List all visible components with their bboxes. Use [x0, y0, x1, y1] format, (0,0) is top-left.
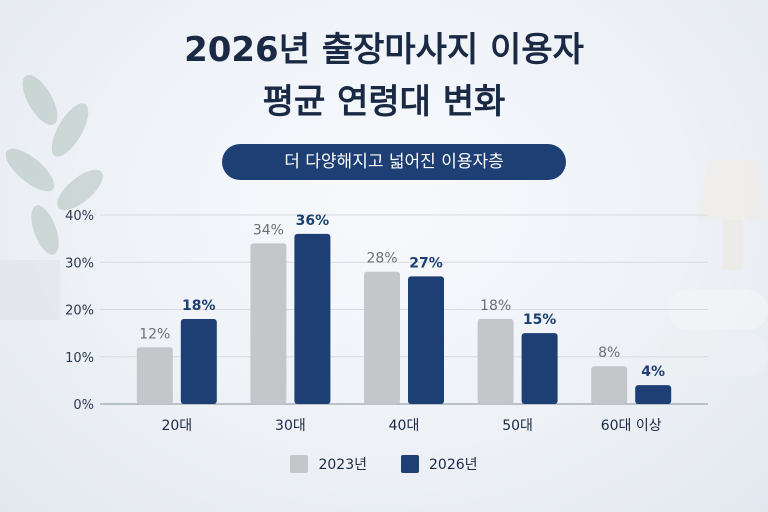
data-label: 18% [480, 298, 511, 314]
page-title: 2026년 출장마사지 이용자 [184, 30, 584, 70]
data-label: 12% [139, 326, 170, 342]
legend-swatch-2023 [290, 455, 309, 473]
subtitle-badge: 더 다양해지고 넓어진 이용자층 [222, 144, 566, 180]
bar-2023 [364, 271, 400, 404]
legend-swatch-2026 [401, 455, 419, 473]
chart-bars [136, 233, 672, 404]
lamp-decoration-icon [698, 160, 768, 270]
legend-label-2026: 2026년 [429, 457, 478, 473]
bar-2023 [477, 318, 514, 404]
bar-2023 [250, 243, 287, 404]
legend-label-2023: 2023년 [318, 457, 367, 473]
bar-2023 [136, 347, 173, 404]
x-tick-label: 30대 [275, 418, 306, 434]
bar-2026 [408, 276, 444, 404]
bar-2026 [635, 385, 672, 404]
x-axis: 20대 30대 40대 50대 60대 이상 [161, 418, 661, 434]
data-label: 27% [409, 255, 443, 271]
legend-item-2026: 2026년 [401, 454, 478, 474]
value-labels: 12% 18% 34% 36% 28% 27% 18% 15% 8% 4% [139, 213, 665, 380]
y-tick-label: 40% [65, 209, 94, 224]
y-tick-label: 30% [65, 256, 94, 271]
y-tick-label: 0% [73, 398, 94, 413]
bar-2026 [294, 233, 331, 404]
data-label: 15% [523, 312, 557, 328]
page-title-line2: 평균 연령대 변화 [262, 82, 506, 122]
bar-2023 [591, 366, 628, 404]
data-label: 34% [253, 222, 284, 238]
legend-item-2023: 2023년 [290, 454, 367, 474]
plant-decoration-icon [0, 75, 103, 320]
bar-2026 [521, 333, 558, 404]
y-tick-label: 20% [65, 304, 94, 319]
data-label: 36% [296, 213, 330, 229]
data-label: 18% [182, 298, 216, 314]
x-tick-label: 40대 [389, 418, 420, 434]
data-label: 28% [366, 251, 397, 267]
y-tick-label: 10% [65, 351, 94, 366]
data-label: 8% [598, 345, 620, 361]
y-axis: 0% 10% 20% 30% 40% [65, 209, 94, 413]
towel-decoration-icon [658, 290, 768, 376]
x-tick-label: 50대 [502, 418, 533, 434]
x-tick-label: 20대 [161, 418, 192, 434]
chart-legend: 2023년 2026년 [0, 454, 768, 474]
x-tick-label: 60대 이상 [601, 418, 662, 434]
bar-2026 [180, 318, 217, 404]
data-label: 4% [641, 364, 665, 380]
